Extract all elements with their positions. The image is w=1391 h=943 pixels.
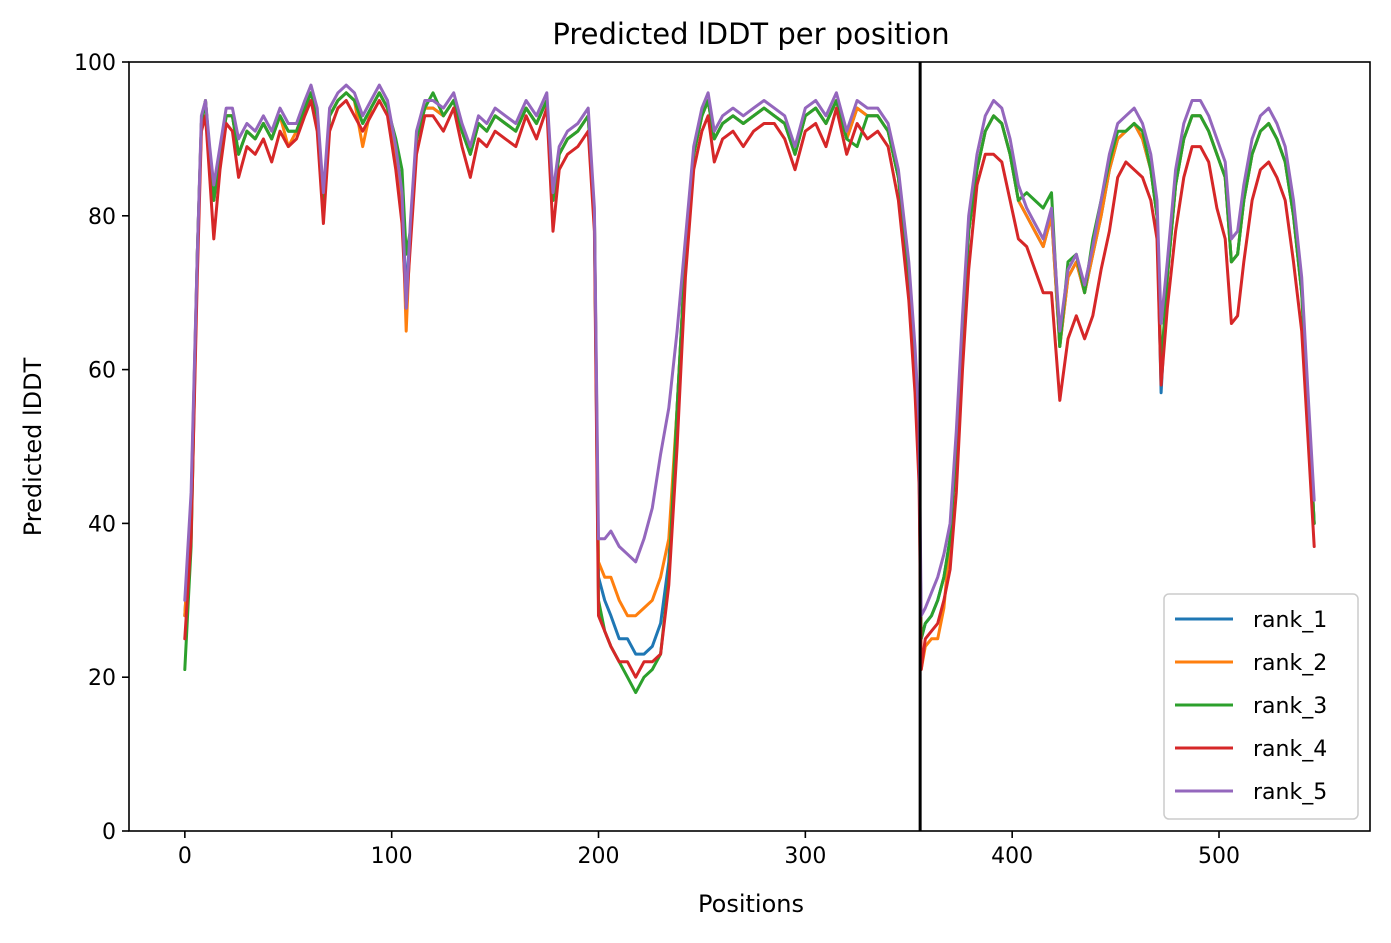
plot-frame [128,61,1371,832]
series-layer [183,83,1316,695]
x-axis: 0 100 200 300 400 500 [178,831,1240,869]
legend-label-rank_5: rank_5 [1253,780,1327,805]
x-tick-label: 100 [371,844,413,869]
x-tick-label: 400 [991,844,1033,869]
legend-label-rank_1: rank_1 [1253,608,1327,633]
y-tick-label: 0 [102,820,116,845]
x-axis-label: Positions [698,890,804,918]
legend-label-rank_4: rank_4 [1253,737,1327,762]
series-line-rank_3 [183,91,1316,695]
series-line-rank_2 [183,91,1316,671]
series-line-rank_4 [183,99,1316,679]
y-tick-label: 20 [88,666,116,691]
series-line-rank_5 [183,83,1316,618]
legend: rank_1 rank_2 rank_3 rank_4 rank_5 [1163,593,1359,820]
legend-label-rank_2: rank_2 [1253,651,1327,676]
x-tick-label: 300 [784,844,826,869]
x-tick-label: 500 [1198,844,1240,869]
y-tick-label: 100 [74,51,116,76]
y-tick-label: 40 [88,512,116,537]
y-axis-label: Predicted lDDT [19,357,47,536]
legend-label-rank_3: rank_3 [1253,694,1327,719]
y-axis: 0 20 40 60 80 100 [74,51,129,845]
x-tick-label: 0 [178,844,192,869]
y-tick-label: 80 [88,205,116,230]
x-tick-label: 200 [578,844,620,869]
chart-title: Predicted lDDT per position [552,17,949,51]
legend-frame [1163,593,1359,820]
plot-area [128,61,1371,832]
series-line-rank_1 [183,91,1316,656]
y-tick-label: 60 [88,359,116,384]
